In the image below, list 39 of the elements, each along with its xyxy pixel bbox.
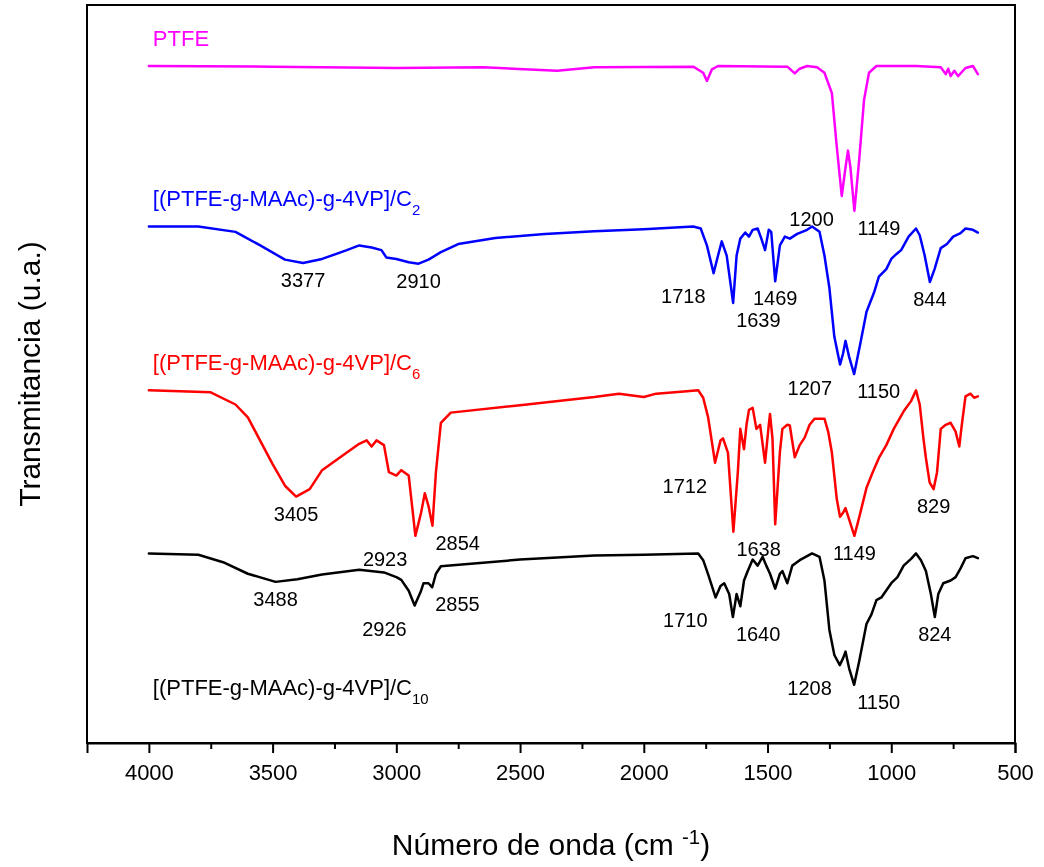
annotation: 3488 xyxy=(253,587,298,610)
annotation: 1149 xyxy=(857,216,901,239)
annotation: 2910 xyxy=(396,269,441,292)
x-tick-label: 4000 xyxy=(124,760,174,786)
annotation: 1207 xyxy=(787,376,833,399)
annotation: 2926 xyxy=(362,617,407,640)
series-label: PTFE xyxy=(152,26,210,51)
x-tick-label: 2500 xyxy=(496,760,546,786)
annotation: 3405 xyxy=(273,502,319,525)
annotation: 1149 xyxy=(832,541,876,564)
annotation: 1639 xyxy=(736,308,781,331)
annotation: 1712 xyxy=(662,474,708,497)
annotation: 2854 xyxy=(435,531,480,554)
annotation: 829 xyxy=(916,495,951,518)
annotation: 2923 xyxy=(362,547,408,570)
annotation: 1150 xyxy=(857,380,901,403)
x-tick-label: 3500 xyxy=(248,760,298,786)
annotation: 1208 xyxy=(787,677,832,700)
annotation: 1718 xyxy=(661,285,706,308)
series-label: [(PTFE-g-MAAc)-g-4VP]/C$_{6}$ xyxy=(152,350,421,382)
x-axis-title: Número de onda (cm $^{-1}$) xyxy=(391,826,711,861)
series-label: [(PTFE-g-MAAc)-g-4VP]/C$_{2}$ xyxy=(152,186,421,218)
annotation: 844 xyxy=(913,287,947,310)
x-tick-label: 1000 xyxy=(867,760,917,786)
annotation: 824 xyxy=(918,623,952,646)
annotation: 2855 xyxy=(435,593,480,616)
x-tick-label: 2000 xyxy=(619,760,669,786)
x-tick-label: 1500 xyxy=(743,760,793,786)
x-tick-label: 3000 xyxy=(372,760,422,786)
annotation: 1710 xyxy=(663,609,708,632)
annotation: 1640 xyxy=(735,623,781,646)
annotation: 1200 xyxy=(789,207,834,230)
annotation: 1638 xyxy=(736,537,781,560)
annotation: 3377 xyxy=(280,269,326,292)
annotation: 1150 xyxy=(857,690,901,713)
annotation: 1469 xyxy=(752,287,798,310)
text: [(PTFE-g-MAAc)-g-4VP]/C$_{10}$ xyxy=(152,675,429,707)
x-tick-label: 500 xyxy=(997,760,1034,786)
y-axis-title: Transmitancia (u.a.) xyxy=(13,241,46,507)
